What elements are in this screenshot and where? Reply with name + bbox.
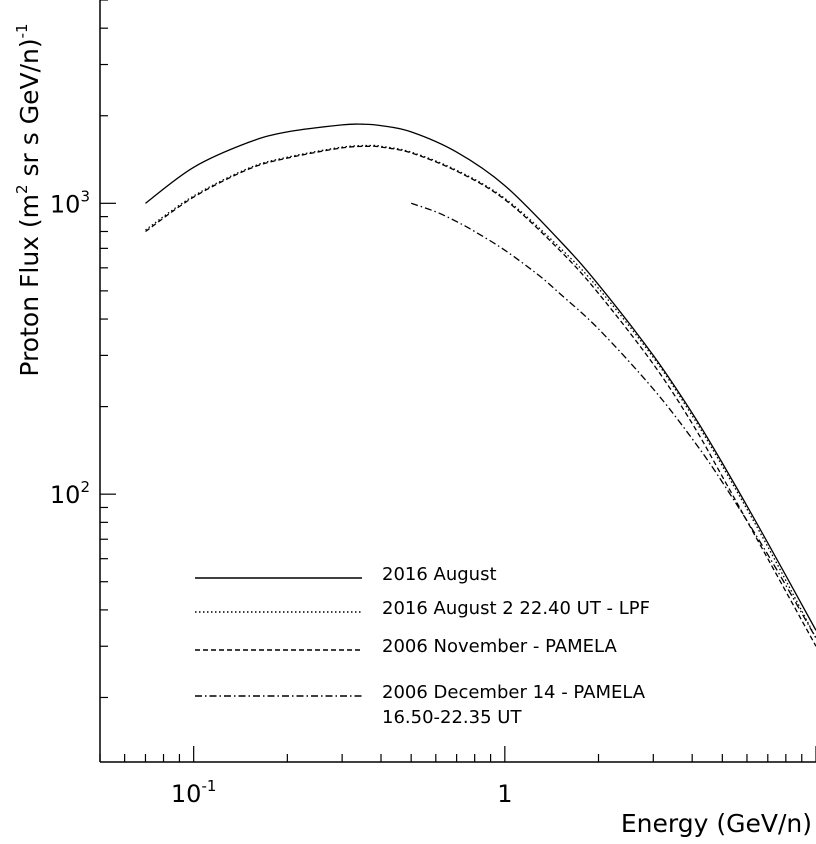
- y-tick-label: 102: [50, 478, 90, 509]
- y-tick-label: 103: [50, 187, 90, 218]
- y-axis-label: Proton Flux (m2 sr s GeV/n)-1: [13, 23, 44, 376]
- series-line-3: [145, 145, 816, 647]
- legend: 2016 August 2016 August 2 22.40 UT - LPF 2…: [195, 564, 650, 728]
- legend-label: 2016 August: [382, 564, 497, 585]
- plot-frame: [99, 0, 816, 763]
- series-lines: [145, 123, 816, 647]
- axis-ticks: [99, 0, 816, 762]
- x-tick-label: 10-1: [171, 777, 217, 808]
- series-line-4: [410, 202, 816, 639]
- legend-label: 2006 November - PAMELA: [382, 636, 617, 657]
- series-line-2: [145, 144, 816, 639]
- x-axis-label: Energy (GeV/n): [621, 809, 812, 838]
- legend-label-line2: 16.50-22.35 UT: [382, 707, 522, 728]
- series-line-1: [145, 123, 816, 631]
- x-tick-label: 1: [497, 780, 512, 808]
- legend-label: 2006 December 14 - PAMELA: [382, 682, 646, 703]
- legend-label: 2016 August 2 22.40 UT - LPF: [382, 598, 650, 619]
- tick-labels: 10-1 1 102 103: [50, 187, 513, 808]
